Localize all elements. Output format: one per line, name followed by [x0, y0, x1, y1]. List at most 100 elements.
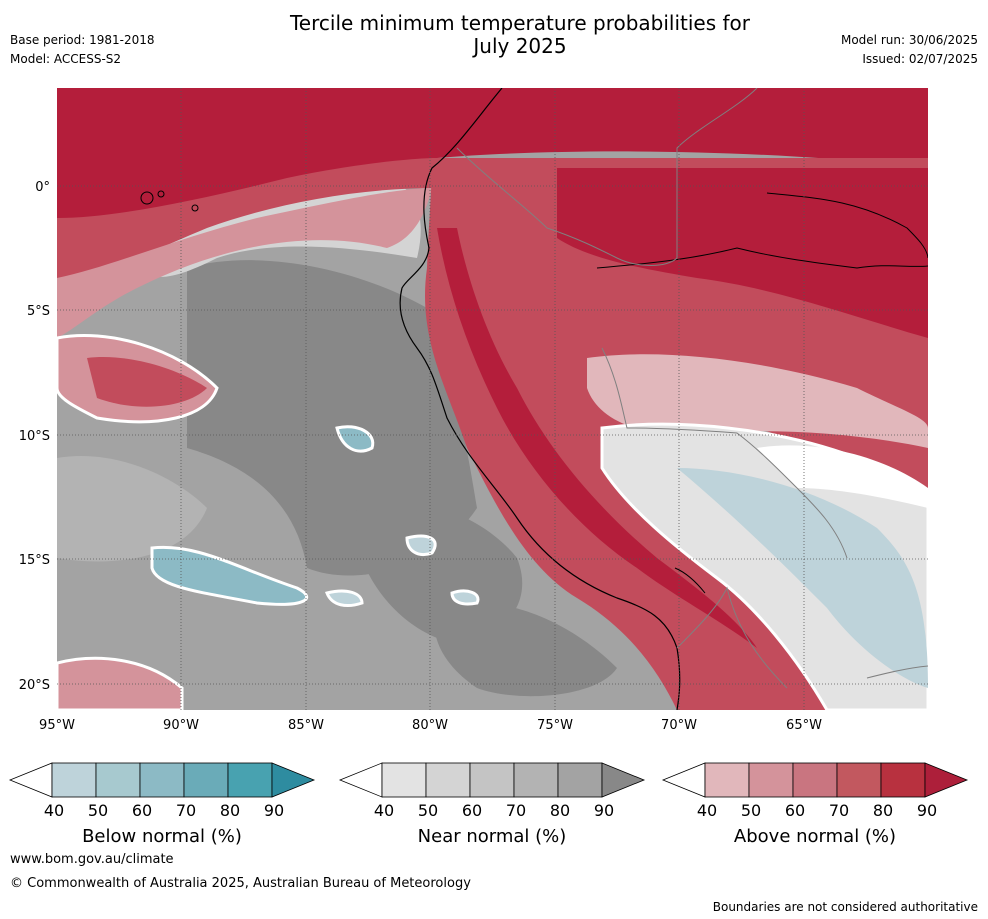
below-normal-patch-west: [150, 545, 309, 606]
lon-label-70w: 70°W: [661, 718, 697, 733]
neutral-interior: [757, 445, 928, 508]
below-normal-patch-center: [335, 425, 375, 453]
cb-above-tick: 60: [784, 801, 806, 820]
cb-below-title: Below normal (%): [82, 826, 242, 847]
below-normal-patch-small: [324, 589, 364, 607]
issued-text: Issued: 02/07/2025: [862, 52, 978, 66]
galapagos-island: [157, 190, 165, 198]
cb-near-title: Near normal (%): [417, 826, 567, 847]
colorbar-segment: [836, 762, 882, 798]
colorbar-segment: [381, 762, 427, 798]
cb-near-tick: 70: [505, 801, 527, 820]
title-line-1: Tercile minimum temperature probabilitie…: [289, 11, 751, 35]
cb-near-tick: 80: [549, 801, 571, 820]
cb-above-title: Above normal (%): [733, 826, 897, 847]
ocean-dark-core: [187, 260, 477, 576]
colorbar-segment: [469, 762, 515, 798]
colorbar-above-normal: [661, 762, 973, 798]
ocean-dark-core-southeast: [434, 602, 617, 697]
lon-label-95w: 95°W: [39, 718, 75, 733]
footer-url[interactable]: www.bom.gov.au/climate: [10, 852, 174, 867]
cb-above-tick: 50: [740, 801, 762, 820]
above-normal-north-light: [57, 188, 432, 338]
lon-label-85w: 85°W: [288, 718, 324, 733]
lat-label-5s: 5°S: [26, 304, 50, 319]
footer-disclaimer: Boundaries are not considered authoritat…: [712, 900, 978, 914]
title-line-2: July 2025: [473, 34, 567, 58]
colorbar-segment: [51, 762, 97, 798]
colorbar-left-extend: [661, 762, 706, 798]
near-normal-interior: [600, 422, 928, 710]
lat-label-20s: 20°S: [18, 678, 50, 693]
lon-label-90w: 90°W: [163, 718, 199, 733]
model-run-text: Model run: 30/06/2025: [840, 33, 978, 47]
colorbar-right-extend: [924, 762, 969, 798]
cb-near-tick: 40: [373, 801, 395, 820]
base-period-text: Base period: 1981-2018: [10, 33, 155, 47]
cb-above-tick: 80: [872, 801, 894, 820]
colorbar-segment: [183, 762, 229, 798]
colorbar-segment: [425, 762, 471, 798]
cb-below-tick: 80: [219, 801, 241, 820]
above-normal-west-core: [87, 357, 207, 407]
colorbar-below-svg: [8, 762, 316, 798]
lat-label-0: 0°: [35, 180, 50, 195]
colorbar-segment: [748, 762, 794, 798]
ocean-light-west: [57, 456, 207, 562]
colorbar-segment: [513, 762, 559, 798]
colorbar-segment: [792, 762, 838, 798]
colorbar-above-svg: [661, 762, 969, 798]
colorbar-right-extend: [271, 762, 316, 798]
amazon-river: [596, 247, 928, 269]
colorbar-right-extend: [601, 762, 646, 798]
cb-near-tick: 50: [417, 801, 439, 820]
above-normal-north-dark: [57, 88, 928, 258]
border-peru-brazil-bolivia: [601, 347, 848, 559]
lat-label-10s: 10°S: [18, 429, 50, 444]
map-title: Tercile minimum temperature probabilitie…: [220, 12, 820, 58]
map-gridlines: [57, 88, 928, 710]
colorbar-segment: [139, 762, 185, 798]
cb-near-tick: 90: [593, 801, 615, 820]
colorbar-below-normal: [8, 762, 320, 798]
colorbar-near-normal: [338, 762, 650, 798]
border-peru-chile-bolivia: [676, 586, 788, 689]
colorbar-segment: [557, 762, 603, 798]
lake-titicaca: [674, 567, 706, 594]
galapagos-island: [140, 191, 154, 205]
lat-label-15s: 15°S: [18, 553, 50, 568]
cb-near-tick: 60: [461, 801, 483, 820]
lon-label-65w: 65°W: [786, 718, 822, 733]
colorbar-segment: [704, 762, 750, 798]
cb-above-tick: 70: [828, 801, 850, 820]
border-bolivia-argentina: [866, 665, 928, 679]
above-normal-southwest: [57, 656, 184, 710]
probability-map: [57, 88, 928, 710]
colorbar-segment: [227, 762, 273, 798]
lon-label-80w: 80°W: [412, 718, 448, 733]
cb-below-tick: 40: [43, 801, 65, 820]
cb-below-tick: 70: [175, 801, 197, 820]
coastline: [399, 88, 681, 710]
lon-label-75w: 75°W: [537, 718, 573, 733]
above-normal-amazon-dark: [557, 168, 928, 338]
model-text: Model: ACCESS-S2: [10, 52, 122, 66]
cb-above-tick: 40: [696, 801, 718, 820]
cb-below-tick: 50: [87, 801, 109, 820]
below-normal-altiplano: [677, 468, 928, 688]
cb-below-tick: 60: [131, 801, 153, 820]
map-svg: [57, 88, 928, 710]
colorbar-left-extend: [8, 762, 53, 798]
colorbar-segment: [880, 762, 926, 798]
cb-above-tick: 90: [916, 801, 938, 820]
colorbar-near-svg: [338, 762, 646, 798]
above-normal-north-mid: [57, 158, 437, 288]
colorbar-segment: [95, 762, 141, 798]
below-normal-patch-south: [405, 534, 437, 556]
border-ecuador-peru-colombia: [456, 88, 758, 266]
river-north: [766, 192, 928, 259]
footer-copyright: © Commonwealth of Australia 2025, Austra…: [10, 876, 471, 891]
galapagos-island: [191, 204, 199, 212]
colorbar-left-extend: [338, 762, 383, 798]
cb-below-tick: 90: [263, 801, 285, 820]
